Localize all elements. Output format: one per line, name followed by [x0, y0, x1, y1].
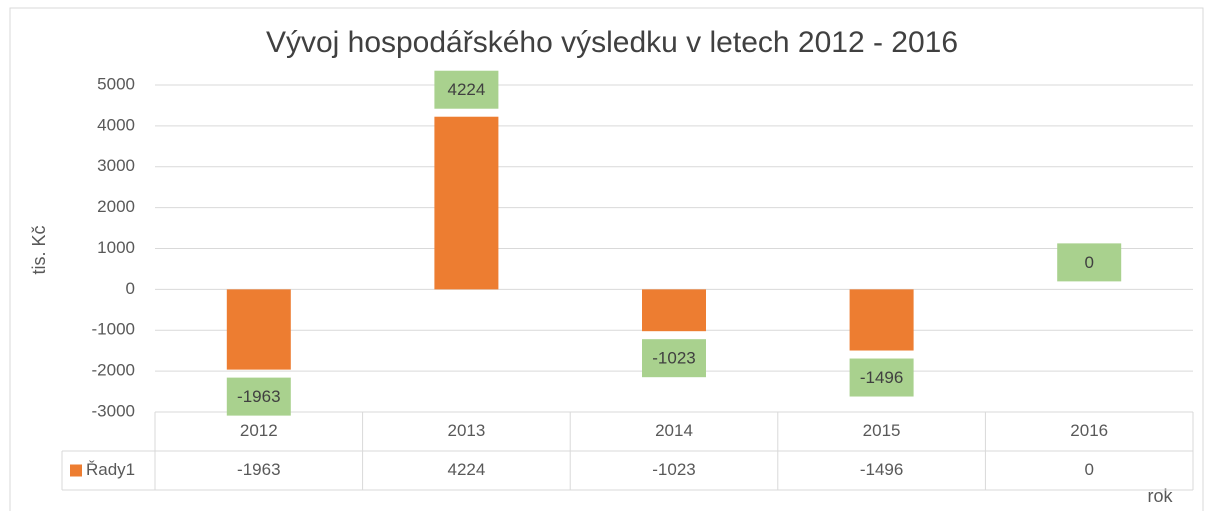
- y-tick-label: -1000: [92, 320, 135, 339]
- y-tick-label: -3000: [92, 401, 135, 420]
- bar: [849, 289, 914, 351]
- y-tick-label: 5000: [97, 74, 135, 93]
- y-tick-label: -2000: [92, 361, 135, 380]
- data-label: -1023: [652, 349, 695, 368]
- data-label: 0: [1084, 253, 1093, 272]
- x-tick-label: 2012: [240, 421, 278, 440]
- y-tick-label: 3000: [97, 156, 135, 175]
- table-value: 4224: [447, 460, 485, 479]
- table-value: 0: [1084, 460, 1093, 479]
- table-value: -1023: [652, 460, 695, 479]
- data-label-box: [434, 70, 499, 109]
- data-label-box: [226, 377, 291, 416]
- data-label-box: [849, 358, 914, 397]
- legend-swatch: [70, 464, 82, 477]
- table-value: -1963: [237, 460, 280, 479]
- y-tick-label: 2000: [97, 197, 135, 216]
- data-label: -1496: [860, 368, 903, 387]
- data-label-box: [1057, 243, 1122, 282]
- y-tick-label: 0: [126, 279, 135, 298]
- x-axis-title: rok: [1147, 486, 1173, 506]
- bar: [642, 289, 706, 332]
- bar: [226, 289, 291, 370]
- bar: [434, 116, 499, 290]
- table-value: -1496: [860, 460, 903, 479]
- y-tick-label: 1000: [97, 238, 135, 257]
- legend-label: Řady1: [86, 460, 135, 479]
- data-label-box: [642, 339, 706, 378]
- x-tick-label: 2013: [447, 421, 485, 440]
- x-tick-label: 2016: [1070, 421, 1108, 440]
- data-label: -1963: [237, 387, 280, 406]
- chart-title: Vývoj hospodářského výsledku v letech 20…: [266, 26, 958, 59]
- data-label: 4224: [447, 80, 485, 99]
- x-tick-label: 2015: [863, 421, 901, 440]
- x-tick-label: 2014: [655, 421, 693, 440]
- chart-border: [9, 7, 1204, 511]
- y-axis-title: tis. Kč: [29, 225, 49, 274]
- y-tick-label: 4000: [97, 115, 135, 134]
